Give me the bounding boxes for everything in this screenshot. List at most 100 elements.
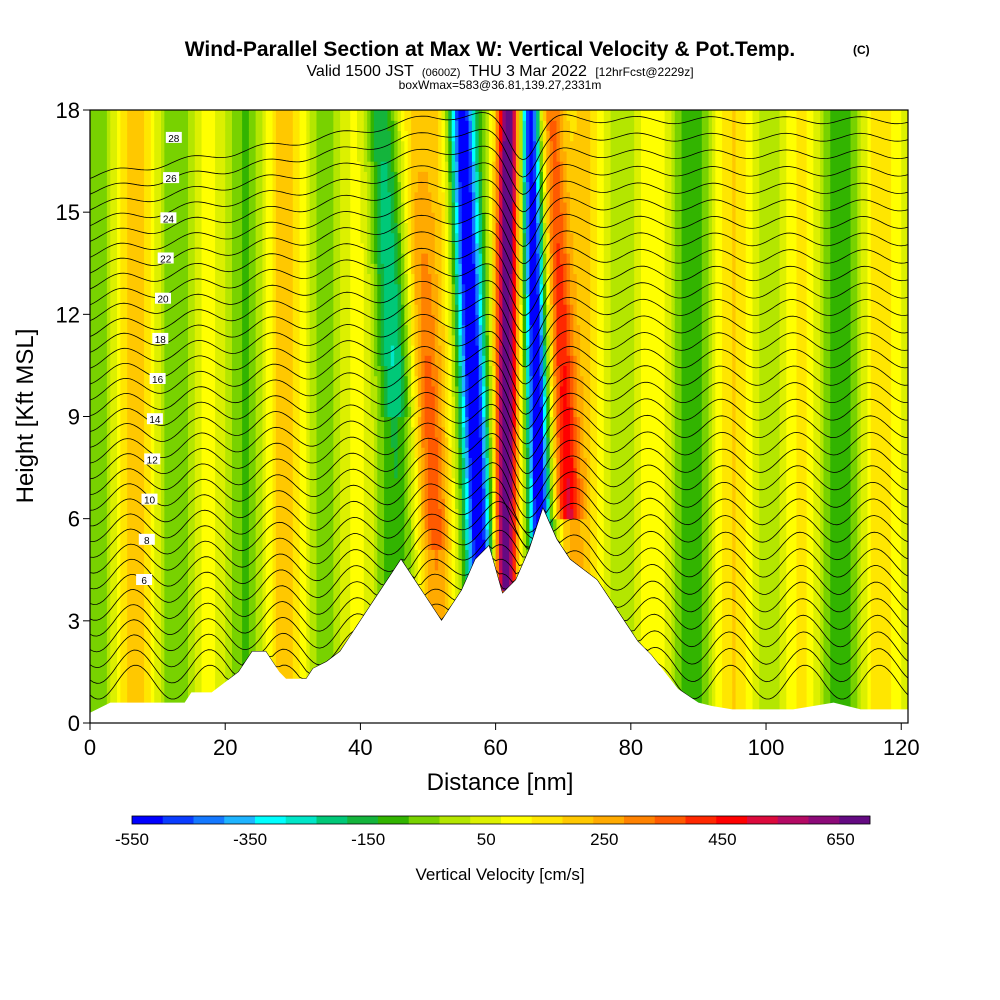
heatmap-cell	[93, 457, 98, 469]
heatmap-cell	[110, 600, 115, 612]
heatmap-cell	[100, 293, 105, 305]
heatmap-cell	[171, 661, 176, 673]
heatmap-cell	[147, 344, 152, 356]
heatmap-cell	[90, 406, 94, 418]
heatmap-cell	[120, 518, 125, 530]
heatmap-cell	[123, 365, 128, 377]
heatmap-cell	[150, 549, 155, 561]
heatmap-cell	[150, 283, 155, 295]
heatmap-cell	[144, 682, 149, 693]
heatmap-cell	[147, 467, 152, 479]
heatmap-cell	[106, 518, 111, 530]
heatmap-cell	[90, 682, 94, 693]
heatmap-cell	[133, 620, 138, 632]
heatmap-cell	[133, 447, 138, 458]
heatmap-cell	[150, 477, 155, 489]
heatmap-cell	[110, 232, 115, 244]
heatmap-cell	[144, 620, 149, 632]
heatmap-cell	[100, 324, 105, 336]
heatmap-cell	[96, 631, 101, 642]
heatmap-cell	[127, 191, 132, 203]
heatmap-cell	[137, 263, 142, 275]
heatmap-cell	[127, 641, 132, 653]
heatmap-cell	[103, 559, 108, 571]
heatmap-cell	[103, 385, 108, 397]
heatmap-cell	[103, 344, 108, 356]
heatmap-cell	[100, 140, 105, 152]
heatmap-cell	[137, 375, 142, 387]
heatmap-cell	[127, 406, 132, 418]
heatmap-cell	[113, 375, 118, 387]
heatmap-cell	[171, 600, 176, 612]
heatmap-cell	[191, 140, 196, 152]
heatmap-cell	[171, 641, 176, 653]
heatmap-cell	[167, 508, 172, 520]
heatmap-cell	[90, 212, 94, 223]
heatmap-cell	[110, 620, 115, 632]
heatmap-cell	[103, 304, 108, 315]
heatmap-cell	[157, 150, 162, 162]
heatmap-cell	[137, 110, 142, 121]
heatmap-cell	[117, 426, 122, 438]
heatmap-cell	[154, 508, 159, 520]
heatmap-cell	[106, 579, 111, 591]
heatmap-cell	[127, 518, 132, 530]
heatmap-cell	[147, 314, 152, 326]
heatmap-cell	[147, 130, 152, 142]
heatmap-cell	[103, 518, 108, 530]
heatmap-cell	[110, 416, 115, 428]
heatmap-cell	[140, 191, 145, 203]
heatmap-cell	[90, 488, 94, 499]
heatmap-cell	[96, 651, 101, 663]
heatmap-cell	[154, 222, 159, 234]
heatmap-cell	[147, 222, 152, 234]
heatmap-cell	[160, 682, 165, 693]
heatmap-cell	[100, 651, 105, 663]
heatmap-cell	[117, 263, 122, 275]
heatmap-cell	[130, 161, 135, 172]
heatmap-cell	[120, 682, 125, 693]
heatmap-cell	[164, 242, 169, 254]
heatmap-cell	[167, 661, 172, 673]
heatmap-cell	[123, 324, 128, 336]
heatmap-cell	[120, 498, 125, 510]
heatmap-cell	[90, 365, 94, 377]
heatmap-cell	[106, 120, 111, 132]
heatmap-cell	[110, 436, 115, 448]
heatmap-cell	[133, 161, 138, 172]
heatmap-cell	[133, 467, 138, 479]
heatmap-cell	[154, 590, 159, 601]
heatmap-cell	[123, 232, 128, 244]
heatmap-cell	[127, 498, 132, 510]
heatmap-cell	[164, 447, 169, 458]
heatmap-cell	[130, 579, 135, 591]
heatmap-cell	[117, 365, 122, 377]
heatmap-cell	[110, 661, 115, 673]
heatmap-cell	[171, 283, 176, 295]
heatmap-cell	[123, 140, 128, 152]
heatmap-cell	[150, 508, 155, 520]
heatmap-cell	[120, 549, 125, 561]
heatmap-cell	[144, 344, 149, 356]
heatmap-cell	[154, 365, 159, 377]
heatmap-cell	[113, 569, 118, 581]
heatmap-cell	[110, 253, 115, 264]
heatmap-cell	[140, 610, 145, 622]
heatmap-cell	[164, 539, 169, 550]
heatmap-cell	[140, 488, 145, 499]
heatmap-cell	[160, 171, 165, 183]
heatmap-cell	[144, 110, 149, 121]
heatmap-cell	[127, 488, 132, 499]
heatmap-cell	[93, 304, 98, 315]
heatmap-cell	[113, 150, 118, 162]
heatmap-cell	[93, 396, 98, 407]
heatmap-cell	[150, 171, 155, 183]
heatmap-cell	[130, 528, 135, 540]
heatmap-cell	[106, 140, 111, 152]
heatmap-cell	[140, 140, 145, 152]
heatmap-cell	[103, 671, 108, 683]
heatmap-cell	[120, 631, 125, 642]
heatmap-cell	[127, 396, 132, 407]
heatmap-cell	[160, 651, 165, 663]
